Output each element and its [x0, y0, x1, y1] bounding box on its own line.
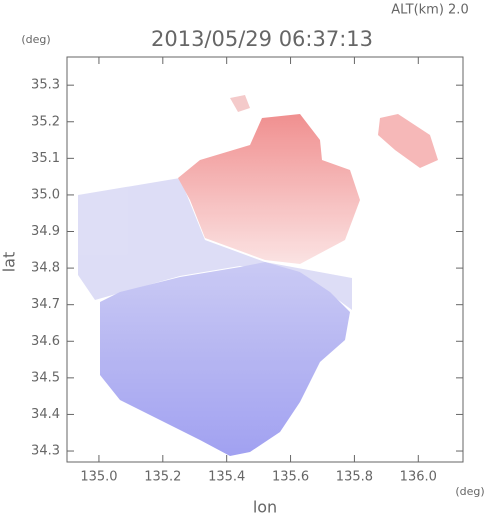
- y-tick-label: 34.8: [31, 261, 60, 276]
- y-tick-label: 34.3: [31, 444, 60, 459]
- x-unit: (deg): [455, 485, 484, 498]
- x-axis-label: lon: [253, 498, 277, 517]
- y-axis-label: lat: [0, 252, 19, 273]
- x-tick-label: 135.2: [144, 470, 181, 485]
- y-tick-label: 34.5: [31, 370, 60, 385]
- x-tick-label: 135.0: [80, 470, 117, 485]
- y-tick-label: 35.3: [31, 78, 60, 93]
- field-red: [178, 114, 360, 264]
- y-tick-label: 34.4: [31, 407, 60, 422]
- x-tick-label: 135.4: [208, 470, 245, 485]
- chart-title: 2013/05/29 06:37:13: [151, 27, 373, 51]
- radar-field: [78, 95, 438, 456]
- field-light-blue: [78, 178, 352, 310]
- y-tick-label: 34.7: [31, 297, 60, 312]
- x-tick-label: 135.6: [272, 470, 309, 485]
- y-unit: (deg): [21, 33, 50, 46]
- y-tick-label: 35.2: [31, 114, 60, 129]
- y-tick-label: 34.6: [31, 334, 60, 349]
- y-tick-label: 35.0: [31, 187, 60, 202]
- x-tick-label: 136.0: [400, 470, 437, 485]
- y-tick-label: 34.9: [31, 224, 60, 239]
- x-tick-label: 135.8: [336, 470, 373, 485]
- plot-frame: [66, 56, 464, 463]
- field-red-small: [230, 95, 250, 112]
- axes: 135.0 135.2 135.4 135.6 135.8 136.0 34.3 34.4 34…: [31, 56, 464, 485]
- field-blue: [100, 262, 350, 456]
- y-tick-label: 35.1: [31, 151, 60, 166]
- field-red-right: [378, 114, 438, 168]
- altitude: ALT(km) 2.0: [391, 3, 468, 18]
